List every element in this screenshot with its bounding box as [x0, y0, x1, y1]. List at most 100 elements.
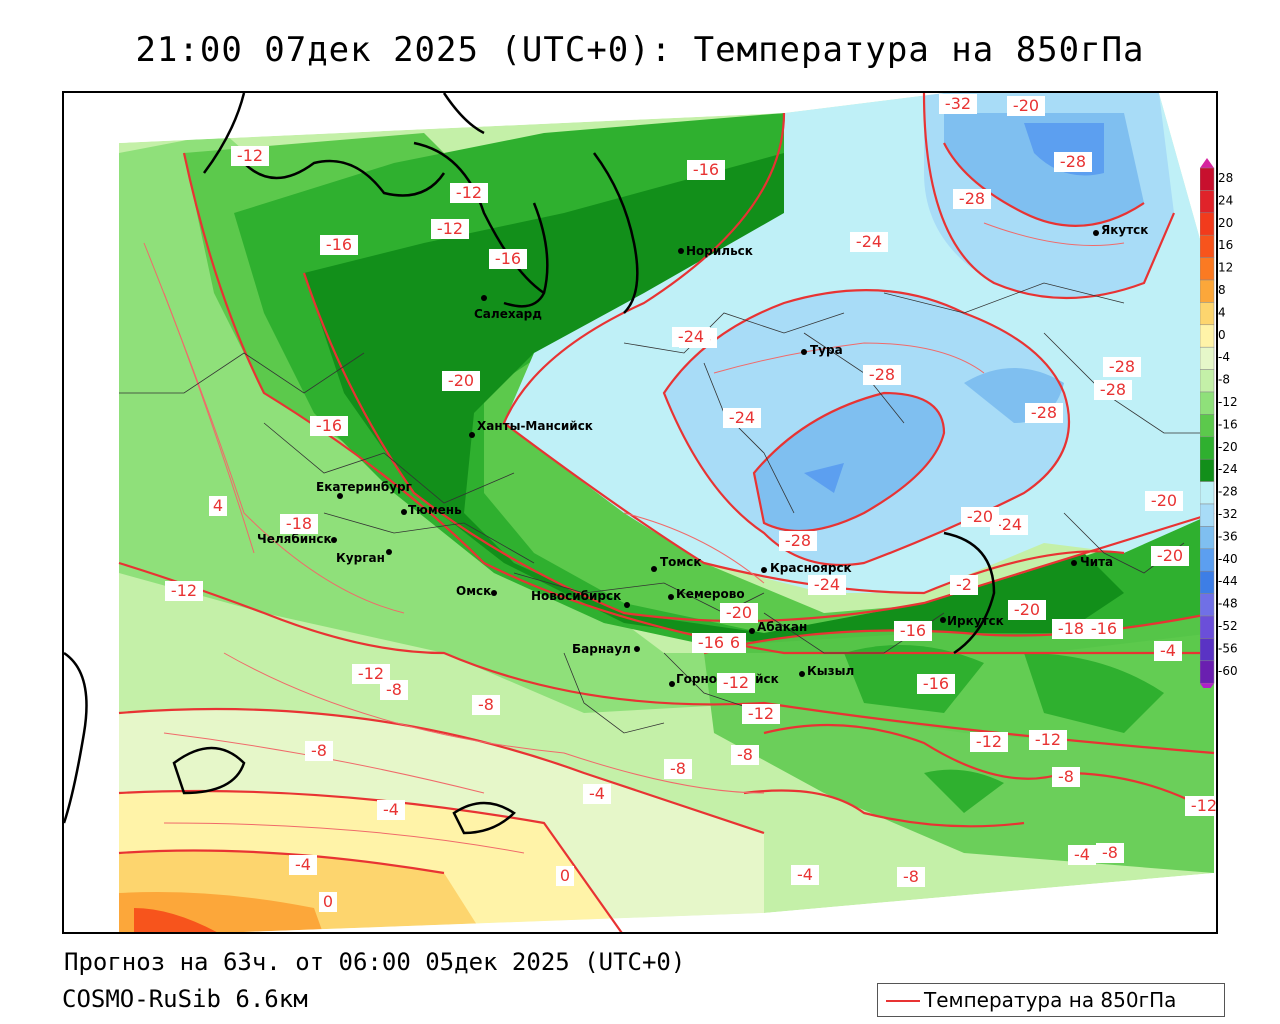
isotherm-label: -16 [1085, 619, 1123, 639]
colorbar-swatch [1200, 436, 1215, 460]
colorbar-tick-label: -20 [1218, 440, 1238, 454]
colorbar-swatch [1200, 526, 1215, 550]
colorbar-tick-label: -4 [1218, 350, 1230, 364]
isotherm-label: -4 [1068, 845, 1096, 865]
svg-text:-16: -16 [698, 633, 724, 652]
isotherm-label: -12 [970, 732, 1008, 752]
svg-text:-8: -8 [1102, 843, 1118, 862]
isotherm-label: -28 [1025, 403, 1063, 423]
svg-text:-8: -8 [478, 695, 494, 714]
svg-text:0: 0 [323, 892, 333, 911]
colorbar-tick-label: -24 [1218, 462, 1238, 476]
colorbar-swatch [1200, 458, 1215, 482]
colorbar-swatch [1200, 279, 1215, 303]
isotherm-label: -4 [377, 800, 405, 820]
thin-isotherm-lines [143, 222, 1125, 854]
colorbar-swatch [1200, 391, 1215, 415]
colorbar-tick-label: -60 [1218, 664, 1238, 678]
isotherm-label: -28 [1094, 380, 1132, 400]
colorbar-swatch [1200, 503, 1215, 527]
svg-text:-28: -28 [1109, 357, 1135, 376]
colorbar-tick-label: -28 [1218, 485, 1238, 499]
city-tyumen: Тюмень [401, 503, 462, 517]
colorbar-top-arrow [1200, 158, 1214, 168]
colorbar-swatch [1200, 570, 1215, 594]
isotherm-label: -28 [953, 189, 991, 209]
isotherm-label: -20 [1145, 491, 1183, 511]
isotherm-label: -16 [692, 633, 730, 653]
city-norilsk: Норильск [678, 244, 753, 258]
svg-text:-12: -12 [748, 704, 774, 723]
svg-text:-16: -16 [1091, 619, 1117, 638]
colorbar-swatch [1200, 257, 1215, 281]
colorbar-swatch [1200, 234, 1215, 258]
isotherm-label: -4 [289, 855, 317, 875]
colorbar-tick-label: -32 [1218, 507, 1238, 521]
svg-text:-16: -16 [326, 235, 352, 254]
isotherm-label: -20 [720, 603, 758, 623]
colorbar-swatch [1200, 548, 1215, 572]
isotherm-label: -12 [431, 219, 469, 239]
svg-text:-8: -8 [311, 741, 327, 760]
isotherm-label: -18 [280, 514, 318, 534]
svg-text:-28: -28 [1031, 403, 1057, 422]
isotherm-label: -12 [742, 704, 780, 724]
svg-text:-20: -20 [448, 371, 474, 390]
isotherm-label: 0 [556, 866, 574, 886]
temperature-map: Норильск Якутск Салехард Тура Ханты-Манс… [62, 91, 1218, 934]
svg-text:Барнаул: Барнаул [572, 642, 631, 656]
svg-text:-16: -16 [495, 249, 521, 268]
colorbar-bottom-arrow [1200, 683, 1214, 688]
isotherm-label: -4 [791, 865, 819, 885]
isotherm-lines [118, 93, 1215, 932]
svg-text:Якутск: Якутск [1101, 223, 1148, 237]
colorbar-tick-label: -12 [1218, 395, 1238, 409]
isotherm-label: -16 [894, 621, 932, 641]
svg-text:-12: -12 [437, 219, 463, 238]
city-yekaterinburg: Екатеринбург [316, 480, 412, 499]
svg-text:Кызыл: Кызыл [807, 664, 854, 678]
isotherm-label: -24 [808, 575, 846, 595]
colorbar-tick-label: 16 [1218, 238, 1233, 252]
isotherm-label: -8 [472, 695, 500, 715]
svg-text:-12: -12 [358, 664, 384, 683]
legend-label: Температура на 850гПа [924, 988, 1177, 1012]
isotherm-label: -8 [1052, 767, 1080, 787]
isotherm-label: -18 [1052, 619, 1090, 639]
svg-text:-24: -24 [996, 515, 1022, 534]
svg-text:-18: -18 [286, 514, 312, 533]
svg-text:Томск: Томск [660, 555, 702, 569]
svg-text:Тура: Тура [810, 343, 843, 357]
legend-line-swatch [886, 1000, 920, 1002]
isotherm-label: -12 [231, 146, 269, 166]
svg-text:0: 0 [560, 866, 570, 885]
city-barnaul: Барнаул [572, 642, 640, 656]
svg-text:-16: -16 [316, 416, 342, 435]
isotherm-label: -20 [442, 371, 480, 391]
svg-text:-20: -20 [1014, 600, 1040, 619]
colorbar-tick-label: 28 [1218, 171, 1233, 185]
svg-text:Чита: Чита [1080, 555, 1113, 569]
colorbar-tick-label: -48 [1218, 597, 1238, 611]
isotherm-label: -24 [672, 327, 710, 347]
isotherm-labels: -12 -12 -12 -16 -16 -16 -16 -20 -20 -24 -24 -24 -28 -… [165, 94, 1216, 912]
svg-text:-8: -8 [1058, 767, 1074, 786]
model-name: COSMO-RuSib 6.6км [62, 985, 308, 1013]
svg-text:-20: -20 [1157, 546, 1183, 565]
isotherm-label: -20 [1007, 96, 1045, 116]
isotherm-label: -16 [320, 235, 358, 255]
city-chita: Чита [1071, 555, 1113, 569]
isotherm-label: -20 [1151, 546, 1189, 566]
isotherm-label: -12 [1185, 796, 1216, 816]
isotherm-label: -28 [863, 365, 901, 385]
colorbar-tick-label: 4 [1218, 305, 1226, 319]
colorbar-swatch [1200, 481, 1215, 505]
svg-text:Ханты-Мансийск: Ханты-Мансийск [477, 419, 593, 433]
colorbar-tick-label: -8 [1218, 373, 1230, 387]
svg-text:-8: -8 [903, 867, 919, 886]
forecast-info: Прогноз на 63ч. от 06:00 05дек 2025 (UTC… [64, 948, 686, 976]
svg-text:-28: -28 [1060, 152, 1086, 171]
svg-text:-12: -12 [723, 673, 749, 692]
isotherm-label: -20 [1008, 600, 1046, 620]
svg-text:Курган: Курган [336, 551, 385, 565]
